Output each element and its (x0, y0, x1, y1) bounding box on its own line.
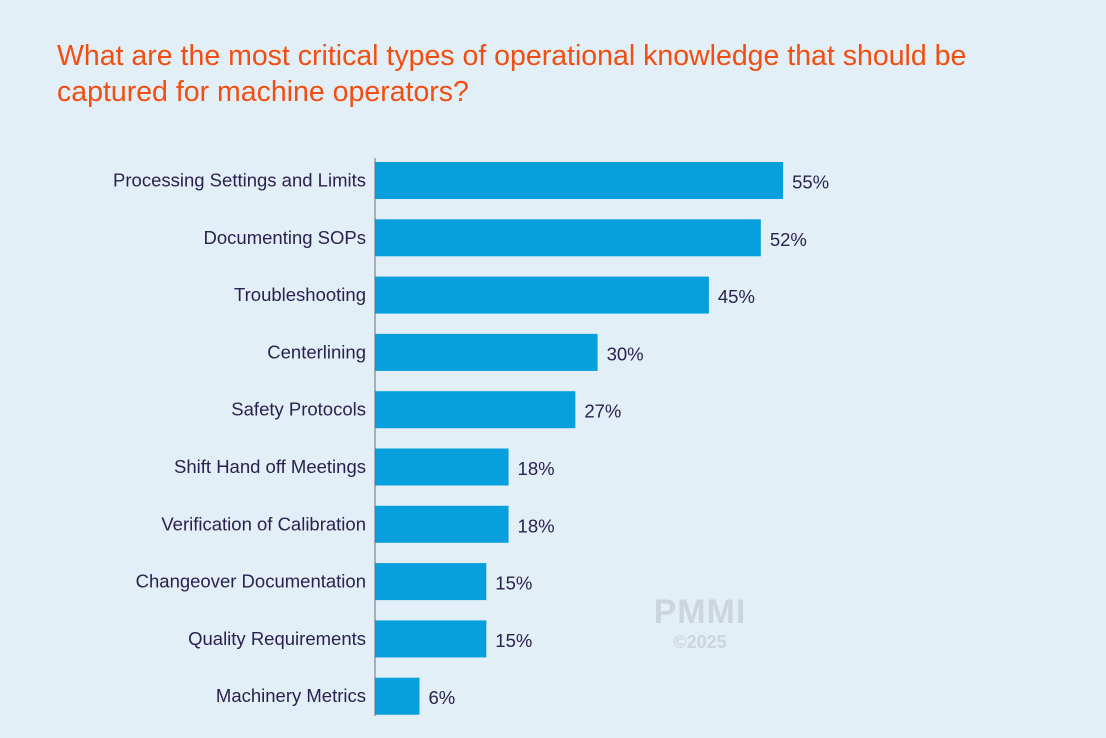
category-label: Processing Settings and Limits (113, 170, 366, 191)
value-label: 45% (718, 286, 755, 307)
value-label: 30% (607, 343, 644, 364)
value-label: 52% (770, 229, 807, 250)
watermark-copyright: ©2025 (673, 632, 727, 652)
bar (375, 219, 761, 257)
value-label: 55% (792, 172, 829, 193)
bar (375, 276, 709, 314)
bar (375, 563, 487, 601)
value-label: 6% (429, 687, 456, 708)
category-label: Safety Protocols (231, 399, 366, 420)
value-label: 15% (495, 630, 532, 651)
value-label: 27% (584, 401, 621, 422)
bar (375, 391, 576, 429)
chart-title: What are the most critical types of oper… (57, 40, 967, 108)
value-label: 18% (518, 458, 555, 479)
category-label: Centerlining (267, 341, 366, 362)
category-label: Verification of Calibration (161, 513, 366, 534)
bar (375, 333, 598, 371)
value-label: 15% (495, 573, 532, 594)
value-label: 18% (518, 515, 555, 536)
bar (375, 162, 784, 199)
bar (375, 505, 509, 543)
category-label: Shift Hand off Meetings (174, 456, 366, 477)
category-label: Quality Requirements (188, 628, 366, 649)
category-label: Documenting SOPs (204, 227, 366, 248)
bar (375, 448, 509, 486)
bar (375, 620, 487, 658)
category-label: Changeover Documentation (136, 571, 366, 592)
bar (375, 677, 420, 715)
watermark-logo: PMMI (653, 593, 747, 631)
category-label: Machinery Metrics (216, 685, 366, 706)
category-label: Troubleshooting (234, 284, 366, 305)
